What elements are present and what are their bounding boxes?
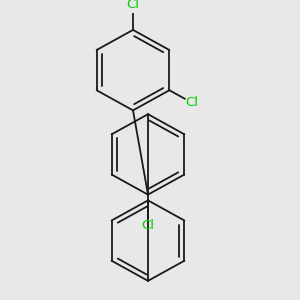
Text: Cl: Cl (142, 219, 154, 232)
Text: Cl: Cl (185, 96, 198, 109)
Text: Cl: Cl (127, 0, 140, 11)
